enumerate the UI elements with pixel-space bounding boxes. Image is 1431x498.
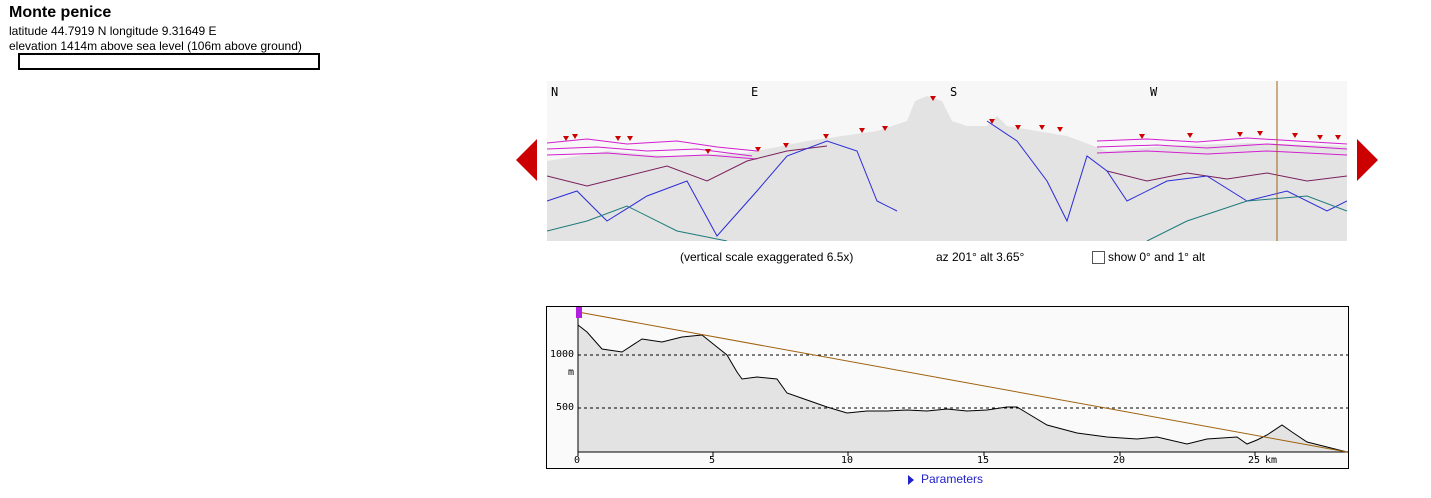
x-tick-label: 5 <box>709 455 716 466</box>
panorama-view[interactable]: N E S W <box>547 81 1347 241</box>
x-tick-label: 20 <box>1113 455 1126 466</box>
pan-right-arrow-icon[interactable] <box>1357 139 1378 181</box>
x-unit-label: km <box>1265 455 1278 466</box>
y-unit-label: m <box>568 367 575 378</box>
scale-note: (vertical scale exaggerated 6.5x) <box>680 250 854 264</box>
panorama-mid-ridges <box>547 145 1347 187</box>
show-altitude-checkbox[interactable]: show 0° and 1° alt <box>1092 250 1205 264</box>
compass-label-n: N <box>551 85 559 99</box>
observer-marker <box>576 307 582 318</box>
location-coordinates: latitude 44.7919 N longitude 9.31649 E <box>9 24 217 38</box>
x-tick-label: 15 <box>977 455 990 466</box>
profile-terrain-line <box>577 324 1348 453</box>
panorama-render <box>547 81 1347 241</box>
panorama-foreground <box>547 195 1347 241</box>
y-tick-label: 1000 <box>550 349 575 360</box>
checkbox-label: show 0° and 1° alt <box>1108 250 1205 264</box>
line-of-sight <box>577 311 1348 453</box>
x-tick-label: 0 <box>574 455 581 466</box>
location-title: Monte penice <box>9 4 112 21</box>
checkbox-box[interactable] <box>1092 250 1105 264</box>
azimuth-readout: az 201° alt 3.65° <box>936 250 1025 264</box>
compass-label-s: S <box>950 85 958 99</box>
pan-left-arrow-icon[interactable] <box>516 139 537 181</box>
x-tick-label: 10 <box>841 455 854 466</box>
compass-label-e: E <box>751 85 759 99</box>
profile-terrain-area <box>578 325 1347 452</box>
compass-label-w: W <box>1150 85 1158 99</box>
y-tick-label: 500 <box>556 402 575 413</box>
location-elevation: elevation 1414m above sea level (106m ab… <box>9 39 302 53</box>
profile-render <box>576 307 1348 456</box>
panorama-far-ridges <box>547 137 1347 160</box>
panorama-peak-markers <box>563 96 1341 154</box>
expand-triangle-icon <box>908 474 914 485</box>
panorama-ground <box>547 96 1347 241</box>
elevation-profile-chart[interactable]: 1000 m 500 0 5 10 15 20 25 km <box>546 306 1349 469</box>
parameters-toggle[interactable]: Parameters <box>908 472 983 486</box>
panorama-near-ridges <box>547 120 1347 237</box>
location-search-input[interactable] <box>18 53 320 70</box>
x-tick-label: 25 <box>1248 455 1261 466</box>
parameters-label: Parameters <box>921 472 984 486</box>
